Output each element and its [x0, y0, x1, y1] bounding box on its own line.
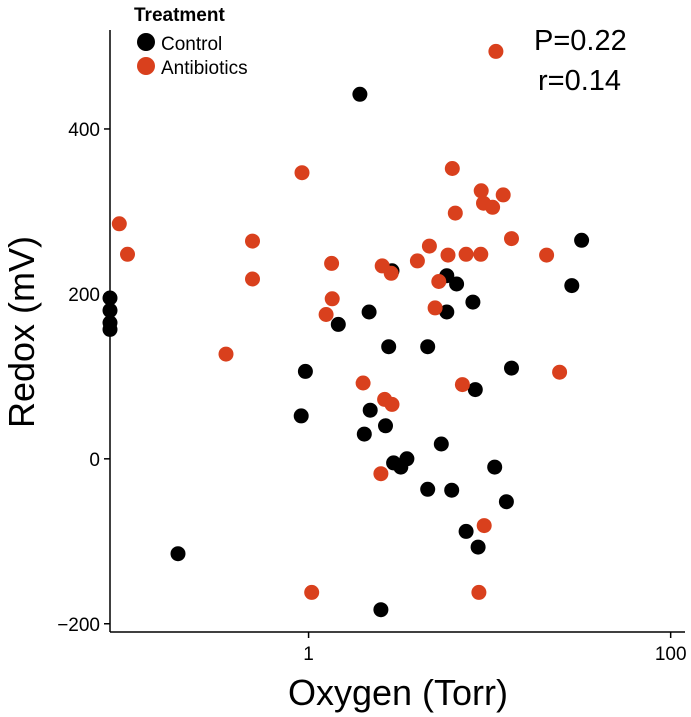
data-point-antibiotics — [485, 199, 501, 215]
data-point-control — [470, 539, 486, 555]
y-tick-label: 200 — [68, 285, 100, 306]
data-point-antibiotics — [458, 246, 474, 262]
data-point-control — [465, 294, 481, 310]
axes: −200 0 200 400 1 100 — [57, 30, 687, 665]
data-point-antibiotics — [444, 161, 460, 176]
data-points — [102, 43, 590, 618]
r-value-annotation: r=0.14 — [538, 65, 621, 97]
y-tick-label: 0 — [89, 450, 100, 471]
data-point-antibiotics — [539, 247, 555, 263]
data-point-control — [420, 481, 436, 497]
x-axis-ticks: 1 100 — [303, 632, 687, 665]
data-point-antibiotics — [355, 375, 371, 391]
y-tick-label: 400 — [68, 120, 100, 141]
data-point-control — [420, 339, 436, 355]
data-point-control — [564, 278, 580, 294]
data-point-antibiotics — [384, 396, 400, 412]
legend: Treatment Control Antibiotics — [134, 5, 248, 79]
legend-label-control: Control — [161, 34, 222, 55]
data-point-control — [504, 360, 519, 376]
data-point-control — [574, 232, 590, 248]
data-point-antibiotics — [324, 291, 340, 307]
data-point-control — [449, 276, 465, 292]
data-point-control — [444, 482, 460, 498]
data-point-antibiotics — [471, 584, 487, 600]
legend-label-antibiotics: Antibiotics — [161, 58, 248, 79]
data-point-control — [362, 402, 378, 418]
data-point-control — [102, 321, 118, 337]
data-point-antibiotics — [504, 231, 519, 247]
data-point-control — [378, 418, 393, 434]
data-point-antibiotics — [409, 253, 425, 269]
data-point-antibiotics — [324, 255, 340, 271]
data-point-control — [170, 546, 186, 562]
data-point-control — [399, 451, 415, 467]
data-point-antibiotics — [245, 233, 260, 249]
data-point-control — [467, 382, 483, 398]
y-axis-ticks: −200 0 200 400 — [57, 120, 110, 636]
data-point-antibiotics — [218, 346, 234, 362]
data-point-antibiotics — [245, 271, 260, 287]
data-point-antibiotics — [552, 364, 568, 380]
x-tick-label: 1 — [303, 644, 314, 665]
x-tick-label: 100 — [655, 644, 687, 665]
data-point-control — [352, 86, 368, 102]
data-point-antibiotics — [447, 205, 463, 221]
data-point-control — [381, 339, 397, 355]
data-point-control — [297, 363, 313, 379]
data-point-antibiotics — [373, 466, 389, 482]
data-point-control — [330, 316, 346, 332]
data-point-antibiotics — [431, 274, 447, 289]
data-point-control — [361, 304, 377, 320]
data-point-antibiotics — [473, 183, 489, 199]
legend-title: Treatment — [134, 5, 225, 26]
data-point-antibiotics — [488, 43, 504, 59]
data-point-control — [373, 602, 389, 618]
data-point-control — [102, 290, 118, 306]
data-point-antibiotics — [476, 518, 492, 534]
data-point-antibiotics — [111, 216, 127, 232]
data-point-control — [458, 523, 474, 539]
y-tick-label: −200 — [57, 615, 100, 636]
data-point-antibiotics — [440, 247, 456, 263]
data-point-antibiotics — [473, 246, 489, 262]
x-axis-title: Oxygen (Torr) — [288, 672, 508, 713]
data-point-antibiotics — [294, 165, 310, 181]
data-point-control — [439, 304, 455, 320]
data-point-antibiotics — [427, 300, 443, 316]
data-point-antibiotics — [454, 377, 470, 393]
data-point-antibiotics — [421, 238, 437, 254]
legend-marker-antibiotics — [137, 57, 155, 75]
legend-marker-control — [137, 33, 155, 51]
data-point-antibiotics — [304, 584, 320, 600]
data-point-antibiotics — [120, 246, 135, 262]
data-point-control — [433, 436, 449, 452]
y-axis-title: Redox (mV) — [1, 236, 42, 428]
data-point-antibiotics — [383, 265, 399, 281]
data-point-control — [487, 459, 503, 475]
data-point-antibiotics — [318, 307, 334, 322]
data-point-control — [102, 302, 118, 318]
data-point-control — [293, 408, 309, 424]
data-point-control — [356, 426, 372, 442]
p-value-annotation: P=0.22 — [534, 25, 627, 57]
data-point-control — [498, 494, 514, 510]
data-point-antibiotics — [495, 187, 511, 203]
